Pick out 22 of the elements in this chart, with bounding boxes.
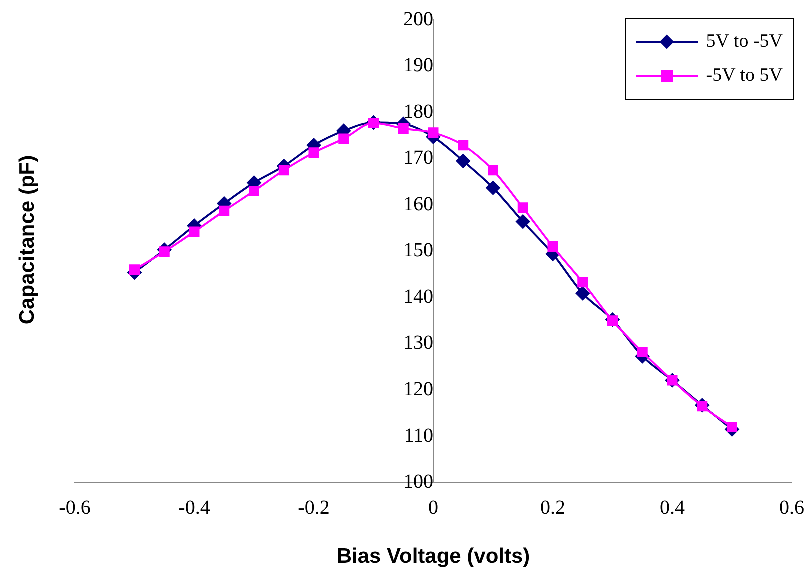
y-tick-label: 200 — [404, 8, 434, 30]
x-tick-label: -0.6 — [59, 497, 91, 520]
y-tick-label: 170 — [404, 147, 434, 170]
y-tick-label: 110 — [404, 424, 434, 447]
x-tick-label: 0 — [428, 497, 438, 520]
x-tick-label: -0.2 — [298, 497, 330, 520]
y-tick-label: 100 — [404, 471, 434, 494]
x-tick-label: 0.6 — [780, 497, 804, 520]
legend-label: -5V to 5V — [706, 65, 783, 87]
y-tick-label: 120 — [404, 378, 434, 400]
y-tick-label: 130 — [404, 332, 434, 354]
legend-label: 5V to -5V — [706, 31, 783, 53]
y-tick-label: 140 — [404, 286, 434, 308]
x-axis-title: Bias Voltage (volts) — [336, 545, 530, 568]
x-tick-label: 0.4 — [660, 497, 685, 520]
x-tick-label: -0.4 — [178, 497, 210, 520]
x-tick-label: 0.2 — [540, 497, 566, 520]
y-tick-label: 150 — [404, 240, 434, 262]
y-tick-label: 180 — [404, 100, 434, 123]
y-tick-label: 160 — [404, 193, 434, 216]
y-axis-title: Capacitance (pF) — [16, 154, 40, 327]
y-tick-label: 190 — [404, 54, 434, 77]
